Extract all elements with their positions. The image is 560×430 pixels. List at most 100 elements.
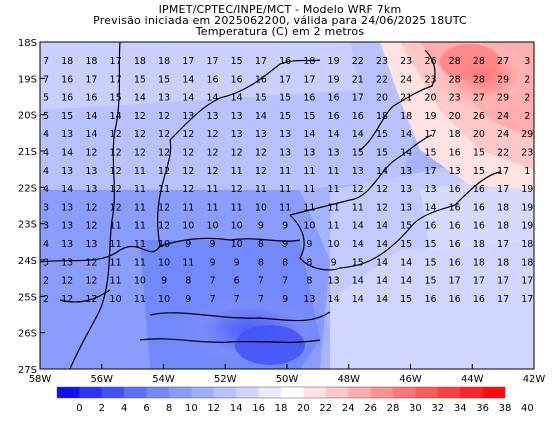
temperature-value-label: 11 bbox=[134, 166, 146, 177]
temperature-value-label: 11 bbox=[352, 202, 364, 213]
temperature-value-label: 6 bbox=[234, 276, 240, 287]
temperature-value-label: 12 bbox=[158, 148, 170, 159]
temperature-value-label: 12 bbox=[134, 129, 146, 140]
temperature-value-label: 9 bbox=[331, 257, 337, 268]
temperature-value-label: 16 bbox=[255, 74, 267, 85]
colorbar-swatch bbox=[303, 387, 327, 398]
temperature-value-label: 13 bbox=[158, 93, 170, 104]
temperature-value-label: 18 bbox=[303, 56, 315, 67]
temperature-value-label: 28 bbox=[473, 56, 485, 67]
temperature-value-label: 4 bbox=[43, 184, 49, 195]
colorbar-swatch bbox=[236, 387, 259, 398]
y-tick-label: 27S bbox=[18, 365, 37, 376]
temperature-value-label: 16 bbox=[449, 294, 461, 305]
temperature-value-label: 19 bbox=[328, 56, 340, 67]
temperature-value-label: 23 bbox=[449, 93, 461, 104]
temperature-value-label: 15 bbox=[231, 56, 243, 67]
temperature-value-label: 14 bbox=[376, 257, 388, 268]
x-tick-label: 56W bbox=[90, 374, 113, 385]
colorbar-label: 8 bbox=[166, 403, 172, 414]
temperature-value-label: 29 bbox=[497, 93, 509, 104]
temperature-value-label: 14 bbox=[400, 276, 412, 287]
temperature-value-label: 19 bbox=[521, 202, 533, 213]
temperature-value-label: 18 bbox=[473, 257, 485, 268]
y-tick-label: 22S bbox=[18, 183, 37, 194]
temperature-value-label: 10 bbox=[182, 221, 194, 232]
value-labels: 7 18 18 17 18 18 17 17 15 17 16 18 19 22 23 23 26 28 28 27 3… bbox=[43, 56, 533, 305]
colorbar-swatch bbox=[57, 387, 80, 398]
x-tick-label: 48W bbox=[337, 374, 360, 385]
temperature-value-label: 15 bbox=[352, 148, 364, 159]
temperature-value-label: 16 bbox=[473, 184, 485, 195]
y-tick-label: 26S bbox=[18, 329, 37, 340]
temperature-value-label: 2 bbox=[524, 111, 530, 122]
map-axes: 58W 56W 54W 52W 50W 48W 46W 44W 42W 18S 19S 20S 21S 2… bbox=[18, 38, 545, 385]
x-tick-label: 50W bbox=[276, 374, 299, 385]
x-tick-label: 46W bbox=[399, 374, 422, 385]
temperature-value-label: 11 bbox=[328, 202, 340, 213]
temperature-value-label: 18 bbox=[521, 257, 533, 268]
temperature-value-label: 17 bbox=[279, 74, 291, 85]
variable-subtitle: Temperatura (C) em 2 metros bbox=[195, 25, 365, 38]
temperature-value-label: 17 bbox=[255, 56, 267, 67]
temperature-value-label: 14 bbox=[376, 276, 388, 287]
temperature-value-label: 11 bbox=[328, 221, 340, 232]
temperature-value-label: 10 bbox=[303, 221, 315, 232]
temperature-value-label: 10 bbox=[158, 239, 170, 250]
temperature-value-label: 4 bbox=[43, 129, 49, 140]
temperature-value-label: 18 bbox=[473, 239, 485, 250]
temperature-value-label: 14 bbox=[400, 148, 412, 159]
temperature-value-label: 17 bbox=[424, 129, 436, 140]
temperature-value-label: 16 bbox=[449, 148, 461, 159]
temperature-value-label: 7 bbox=[209, 276, 215, 287]
temperature-value-label: 12 bbox=[376, 202, 388, 213]
colorbar-label: 22 bbox=[319, 403, 332, 414]
temperature-value-label: 10 bbox=[110, 294, 122, 305]
colorbar-label: 26 bbox=[364, 403, 377, 414]
temperature-value-label: 22 bbox=[352, 56, 364, 67]
temperature-value-label: 12 bbox=[85, 202, 97, 213]
temperature-value-label: 11 bbox=[134, 239, 146, 250]
temperature-value-label: 8 bbox=[258, 257, 264, 268]
temperature-value-label: 19 bbox=[521, 184, 533, 195]
temperature-value-label: 3 bbox=[43, 221, 49, 232]
temperature-value-label: 18 bbox=[521, 239, 533, 250]
y-tick-label: 18S bbox=[18, 38, 37, 49]
temperature-value-label: 7 bbox=[282, 276, 288, 287]
temperature-value-label: 7 bbox=[258, 276, 264, 287]
temperature-value-label: 9 bbox=[258, 221, 264, 232]
temperature-value-label: 18 bbox=[376, 111, 388, 122]
temperature-value-label: 15 bbox=[303, 111, 315, 122]
colorbar-label: 4 bbox=[121, 403, 127, 414]
colorbar-swatch bbox=[348, 387, 371, 398]
temperature-value-label: 28 bbox=[449, 56, 461, 67]
temperature-value-label: 14 bbox=[376, 239, 388, 250]
temperature-value-label: 15 bbox=[352, 257, 364, 268]
temperature-value-label: 16 bbox=[424, 221, 436, 232]
temperature-value-label: 14 bbox=[61, 184, 73, 195]
temperature-value-label: 12 bbox=[85, 148, 97, 159]
temperature-value-label: 17 bbox=[303, 74, 315, 85]
map-title: IPMET/CPTEC/INPE/MCT - Modelo WRF 7km bbox=[158, 3, 402, 16]
colorbar-swatch bbox=[101, 387, 125, 398]
temperature-value-label: 14 bbox=[206, 93, 218, 104]
colorbar-label: 28 bbox=[387, 403, 400, 414]
temperature-value-label: 14 bbox=[110, 111, 122, 122]
colorbar-swatch bbox=[213, 387, 237, 398]
temperature-value-label: 13 bbox=[61, 221, 73, 232]
colorbar-label: 0 bbox=[76, 403, 82, 414]
temperature-value-label: 16 bbox=[473, 294, 485, 305]
temperature-value-label: 28 bbox=[449, 74, 461, 85]
temperature-value-label: 13 bbox=[328, 276, 340, 287]
temperature-value-label: 17 bbox=[182, 56, 194, 67]
temperature-value-label: 10 bbox=[255, 202, 267, 213]
temperature-value-label: 14 bbox=[134, 93, 146, 104]
temperature-value-label: 16 bbox=[473, 221, 485, 232]
temperature-value-label: 3 bbox=[524, 56, 530, 67]
temperature-value-label: 11 bbox=[279, 202, 291, 213]
temperature-value-label: 17 bbox=[521, 294, 533, 305]
temperature-value-label: 16 bbox=[231, 74, 243, 85]
colorbar-swatch bbox=[460, 387, 483, 398]
temperature-value-label: 5 bbox=[43, 111, 49, 122]
